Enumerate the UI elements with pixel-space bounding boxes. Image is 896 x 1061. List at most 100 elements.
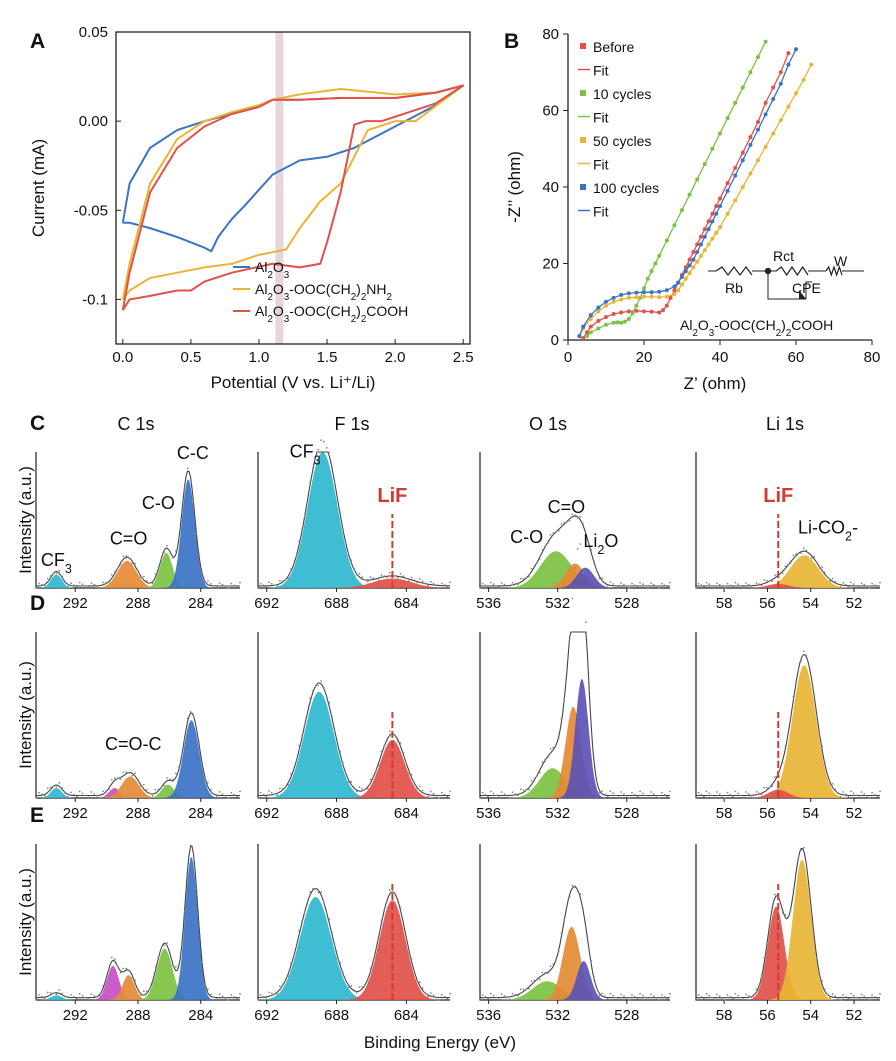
xps-data-point	[427, 584, 429, 587]
xps-data-point	[614, 794, 617, 797]
panel-b-point	[699, 253, 703, 258]
panel-b-point	[596, 309, 601, 314]
xps-data-point	[713, 586, 716, 589]
xps-data-point	[314, 685, 317, 688]
xps-data-point	[309, 890, 311, 893]
xps-data-point	[813, 933, 816, 936]
xps-data-point	[623, 583, 625, 586]
xps-data-point	[320, 680, 322, 682]
xps-data-point	[358, 572, 361, 575]
xps-data-point	[339, 961, 342, 964]
xps-data-point	[287, 784, 290, 787]
xps-data-point	[189, 844, 192, 847]
xps-data-point	[198, 741, 201, 744]
panel-b-point	[642, 286, 646, 291]
xps-data-point	[364, 578, 366, 581]
xps-data-point	[868, 587, 871, 589]
xps-peak-0	[36, 788, 240, 798]
panel-b-point	[763, 144, 768, 149]
xps-data-point	[116, 777, 119, 780]
xps-data-point	[399, 573, 402, 575]
panel-b-point	[786, 62, 791, 67]
xps-data-point	[386, 576, 388, 579]
xps-data-point	[737, 994, 739, 997]
xps-data-point	[781, 761, 784, 764]
panel-b-point	[771, 131, 776, 136]
panel-b-point	[623, 319, 627, 324]
xps-data-point	[309, 480, 311, 483]
xps-data-point	[797, 552, 800, 555]
xps-data-point	[724, 587, 726, 589]
xps-data-point	[236, 795, 239, 798]
xps-data-point	[511, 581, 514, 584]
panel-b-point	[626, 295, 631, 300]
panel-b-legend-label: Fit	[593, 204, 609, 220]
xps-data-point	[834, 995, 837, 997]
xps-xtick-label: 536	[476, 805, 501, 822]
xps-data-point	[500, 993, 503, 996]
xps-data-point	[227, 587, 230, 589]
xps-data-point	[614, 584, 617, 587]
xps-data-point	[779, 573, 781, 575]
xps-data-point	[563, 522, 565, 524]
xps-data-point	[418, 785, 421, 788]
xps-xtick-label: 58	[716, 1007, 733, 1024]
xps-data-point	[331, 715, 333, 718]
xps-data-point	[525, 789, 527, 792]
panel-b-point	[642, 290, 646, 295]
panel-b-legend-label: Fit	[593, 157, 609, 173]
xps-data-point	[792, 695, 795, 698]
xps-data-point	[604, 793, 606, 796]
xps-data-point	[70, 994, 72, 996]
xps-data-point	[298, 929, 300, 932]
xps-envelope	[36, 712, 240, 797]
xps-data-point	[380, 919, 383, 922]
xps-data-point	[262, 793, 265, 796]
xps-data-point	[557, 529, 560, 532]
xps-data-point	[797, 856, 800, 859]
xps-data-point	[650, 993, 652, 996]
xps-data-point	[424, 792, 427, 795]
xps-data-point	[525, 577, 527, 579]
xps-data-point	[408, 580, 410, 582]
xps-data-point	[372, 577, 375, 580]
xps-data-point	[102, 790, 104, 793]
xps-data-point	[628, 797, 631, 799]
xps-data-point	[180, 944, 183, 947]
xps-data-point	[631, 791, 633, 794]
xps-data-point	[708, 792, 710, 795]
xps-data-point	[519, 788, 522, 791]
xps-data-point	[449, 790, 451, 793]
xps-data-point	[617, 586, 620, 589]
xps-data-point	[829, 783, 831, 785]
xps-data-point	[642, 583, 644, 586]
xps-data-point	[49, 575, 52, 577]
xps-data-point	[413, 579, 416, 581]
xps-xtick-label: 52	[846, 1007, 863, 1024]
xps-data-point	[160, 786, 163, 789]
panel-b-point	[596, 305, 601, 310]
xps-column-title: Li 1s	[766, 414, 804, 434]
xps-xtick-label: 284	[188, 1007, 213, 1024]
xps-data-point	[601, 790, 603, 792]
xps-data-point	[492, 583, 495, 586]
xps-data-point	[239, 992, 241, 995]
xps-xtick-label: 532	[545, 805, 570, 822]
xps-data-point	[563, 698, 565, 700]
xps-data-point	[322, 440, 325, 443]
xps-data-point	[834, 788, 837, 791]
panel-a-ytick-label: 0.05	[79, 24, 108, 41]
xps-data-point	[721, 795, 724, 797]
xps-data-point	[40, 793, 43, 796]
xps-data-point	[855, 794, 858, 797]
xps-data-point	[287, 577, 290, 580]
xps-data-point	[273, 793, 276, 795]
xps-cell-o: 536 532 528	[476, 844, 671, 1024]
panel-b-point	[672, 292, 677, 297]
xps-data-point	[218, 791, 221, 793]
panel-b-point	[699, 242, 703, 247]
xps-data-point	[189, 475, 192, 477]
xps-data-point	[697, 582, 700, 585]
panel-b-point	[718, 131, 722, 136]
panel-b-point	[702, 162, 707, 167]
